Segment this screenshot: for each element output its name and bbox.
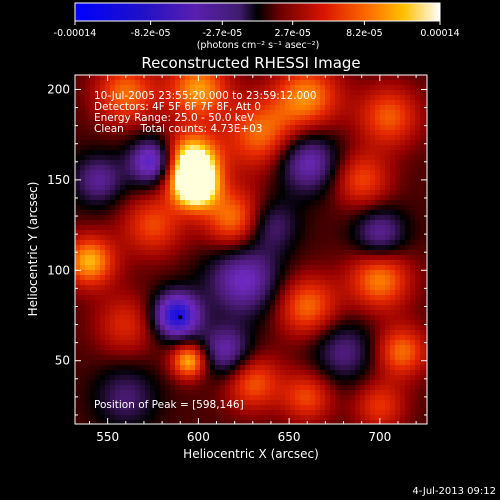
colorbar-tick-label: 8.2e-05 xyxy=(346,28,382,39)
colorbar-tick-label: -8.2e-05 xyxy=(131,28,171,39)
colorbar-tick-label: 0.00014 xyxy=(420,28,459,39)
info-energy-range: Energy Range: 25.0 - 50.0 keV xyxy=(94,112,255,124)
timestamp: 4-Jul-2013 09:12 xyxy=(412,486,496,497)
colorbar-ticks: -0.00014 -8.2e-05 -2.7e-05 2.7e-05 8.2e-05 0.… xyxy=(54,21,460,39)
heatmap-image xyxy=(75,75,427,424)
plot-frame xyxy=(74,74,428,425)
info-time-range: 10-Jul-2005 23:55:20.000 to 23:59:12.000 xyxy=(94,90,317,102)
colorbar xyxy=(74,2,441,22)
x-tick-label: 650 xyxy=(278,430,301,444)
y-tick-label: 200 xyxy=(47,82,70,96)
peak-position-label: Position of Peak = [598,146] xyxy=(94,399,244,411)
axes: 550 600 650 700 50 100 150 200 xyxy=(47,75,427,444)
x-axis-label: Heliocentric X (arcsec) xyxy=(183,447,319,461)
x-tick-label: 600 xyxy=(187,430,210,444)
info-block: 10-Jul-2005 23:55:20.000 to 23:59:12.000… xyxy=(94,90,317,135)
x-tick-label: 700 xyxy=(368,430,391,444)
colorbar-tick-label: -0.00014 xyxy=(54,28,97,39)
y-tick-label: 150 xyxy=(47,173,70,187)
info-counts: Clean Total counts: 4.73E+03 xyxy=(94,123,263,135)
colorbar-units: (photons cm⁻² s⁻¹ asec⁻²) xyxy=(197,40,320,51)
info-detectors: Detectors: 4F 5F 6F 7F 8F, Att 0 xyxy=(94,101,261,113)
y-axis-label: Heliocentric Y (arcsec) xyxy=(26,182,40,317)
chart-title: Reconstructed RHESSI Image xyxy=(141,54,360,72)
y-tick-label: 100 xyxy=(47,263,70,277)
colorbar-tick-label: 2.7e-05 xyxy=(274,28,310,39)
peak-marker xyxy=(178,315,183,320)
x-tick-label: 550 xyxy=(96,430,119,444)
colorbar-tick-label: -2.7e-05 xyxy=(202,28,242,39)
y-tick-label: 50 xyxy=(55,354,70,368)
